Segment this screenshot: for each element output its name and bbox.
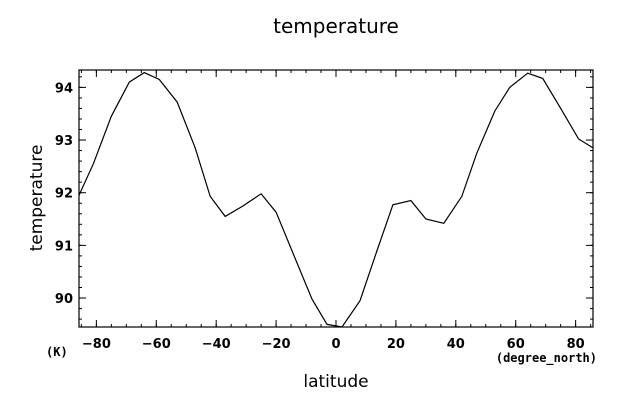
x-axis-label: latitude: [303, 372, 368, 392]
plot-frame: [78, 69, 594, 328]
x-tick-label: 60: [507, 337, 525, 352]
axis-tick-labels: −80 −60 −40 −20 0 20 40 60 80 90 91 92 93 94: [55, 81, 585, 352]
axis-ticks: [79, 70, 593, 327]
y-tick-label: 94: [55, 81, 73, 96]
x-tick-label: 0: [331, 337, 340, 352]
x-unit-label: (degree_north): [496, 351, 597, 366]
y-tick-label: 93: [55, 134, 73, 149]
y-tick-label: 92: [55, 187, 73, 202]
chart-title: temperature: [273, 14, 399, 38]
x-tick-label: 40: [447, 337, 465, 352]
x-tick-label: −20: [262, 337, 291, 352]
y-tick-label: 90: [55, 292, 73, 307]
y-tick-label: 91: [55, 239, 73, 254]
x-tick-label: 20: [387, 337, 405, 352]
x-tick-label: −80: [82, 337, 111, 352]
y-axis-label: temperature: [27, 145, 47, 252]
y-unit-label: (K): [46, 345, 68, 359]
x-tick-label: −60: [142, 337, 171, 352]
x-tick-label: −40: [202, 337, 231, 352]
series-line: [78, 71, 594, 328]
x-tick-label: 80: [567, 337, 585, 352]
